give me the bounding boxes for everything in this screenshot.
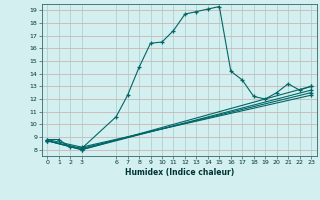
X-axis label: Humidex (Indice chaleur): Humidex (Indice chaleur): [124, 168, 234, 177]
